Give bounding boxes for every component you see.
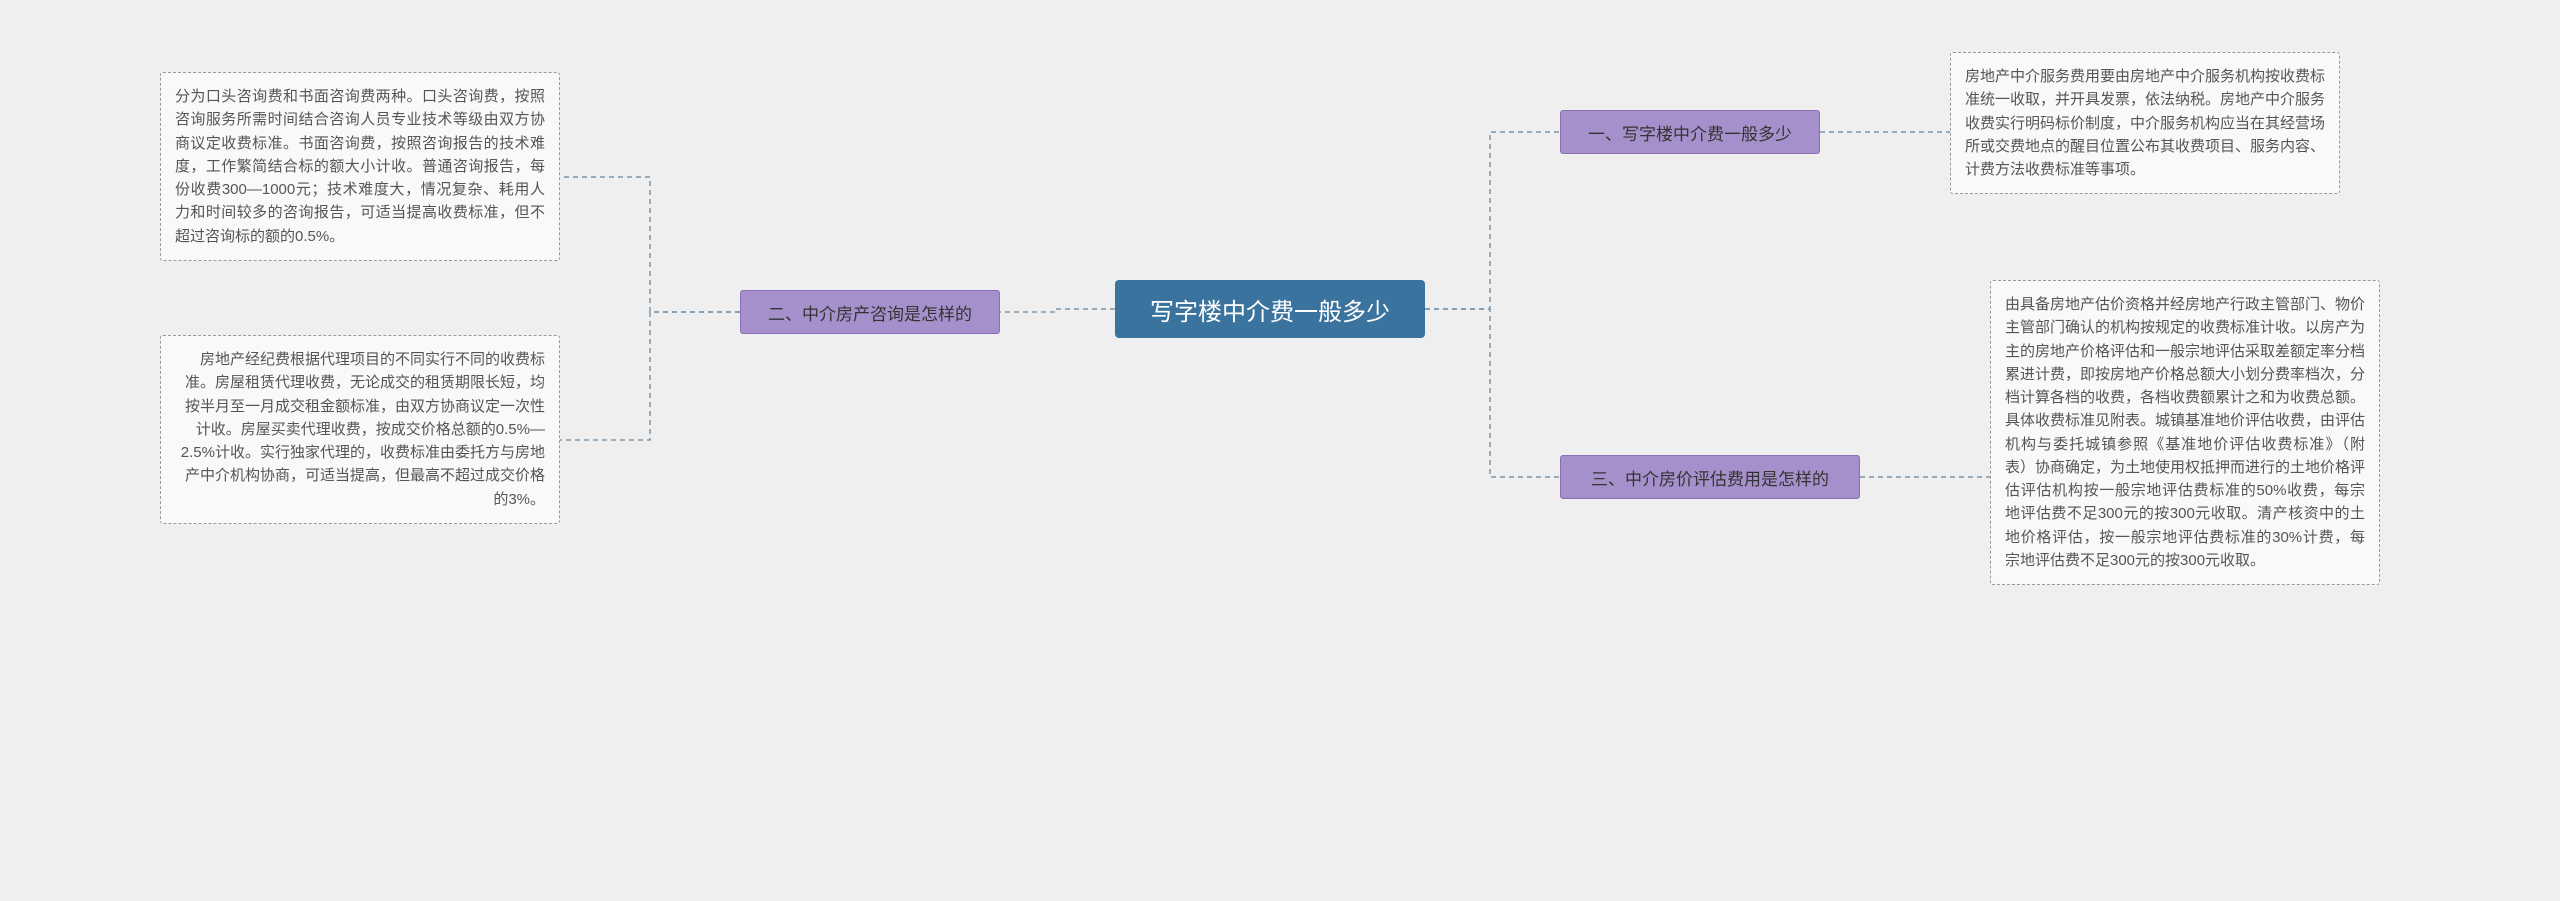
branch-r2-label: 三、中介房价评估费用是怎样的 <box>1591 465 1829 490</box>
leaf-l1-0: 分为口头咨询费和书面咨询费两种。口头咨询费，按照咨询服务所需时间结合咨询人员专业… <box>160 72 560 261</box>
conn-l1-leaf0 <box>560 177 740 312</box>
leaf-r2-text: 由具备房地产估价资格并经房地产行政主管部门、物价主管部门确认的机构按规定的收费标… <box>2005 293 2365 572</box>
conn-root-r2 <box>1425 309 1560 477</box>
branch-l1[interactable]: 二、中介房产咨询是怎样的 <box>740 290 1000 334</box>
branch-r1-label: 一、写字楼中介费一般多少 <box>1588 120 1792 145</box>
conn-root-l1 <box>1000 309 1115 312</box>
leaf-r1: 房地产中介服务费用要由房地产中介服务机构按收费标准统一收取，并开具发票，依法纳税… <box>1950 52 2340 194</box>
conn-l1-leaf1 <box>560 312 740 440</box>
root-node[interactable]: 写字楼中介费一般多少 <box>1115 280 1425 338</box>
branch-r2[interactable]: 三、中介房价评估费用是怎样的 <box>1560 455 1860 499</box>
leaf-r1-text: 房地产中介服务费用要由房地产中介服务机构按收费标准统一收取，并开具发票，依法纳税… <box>1965 65 2325 181</box>
leaf-l1-0-text: 分为口头咨询费和书面咨询费两种。口头咨询费，按照咨询服务所需时间结合咨询人员专业… <box>175 85 545 248</box>
branch-r1[interactable]: 一、写字楼中介费一般多少 <box>1560 110 1820 154</box>
leaf-l1-1: 房地产经纪费根据代理项目的不同实行不同的收费标准。房屋租赁代理收费，无论成交的租… <box>160 335 560 524</box>
leaf-r2: 由具备房地产估价资格并经房地产行政主管部门、物价主管部门确认的机构按规定的收费标… <box>1990 280 2380 585</box>
root-label: 写字楼中介费一般多少 <box>1150 292 1390 327</box>
conn-root-r1 <box>1425 132 1560 309</box>
branch-l1-label: 二、中介房产咨询是怎样的 <box>768 300 972 325</box>
leaf-l1-1-text: 房地产经纪费根据代理项目的不同实行不同的收费标准。房屋租赁代理收费，无论成交的租… <box>175 348 545 511</box>
